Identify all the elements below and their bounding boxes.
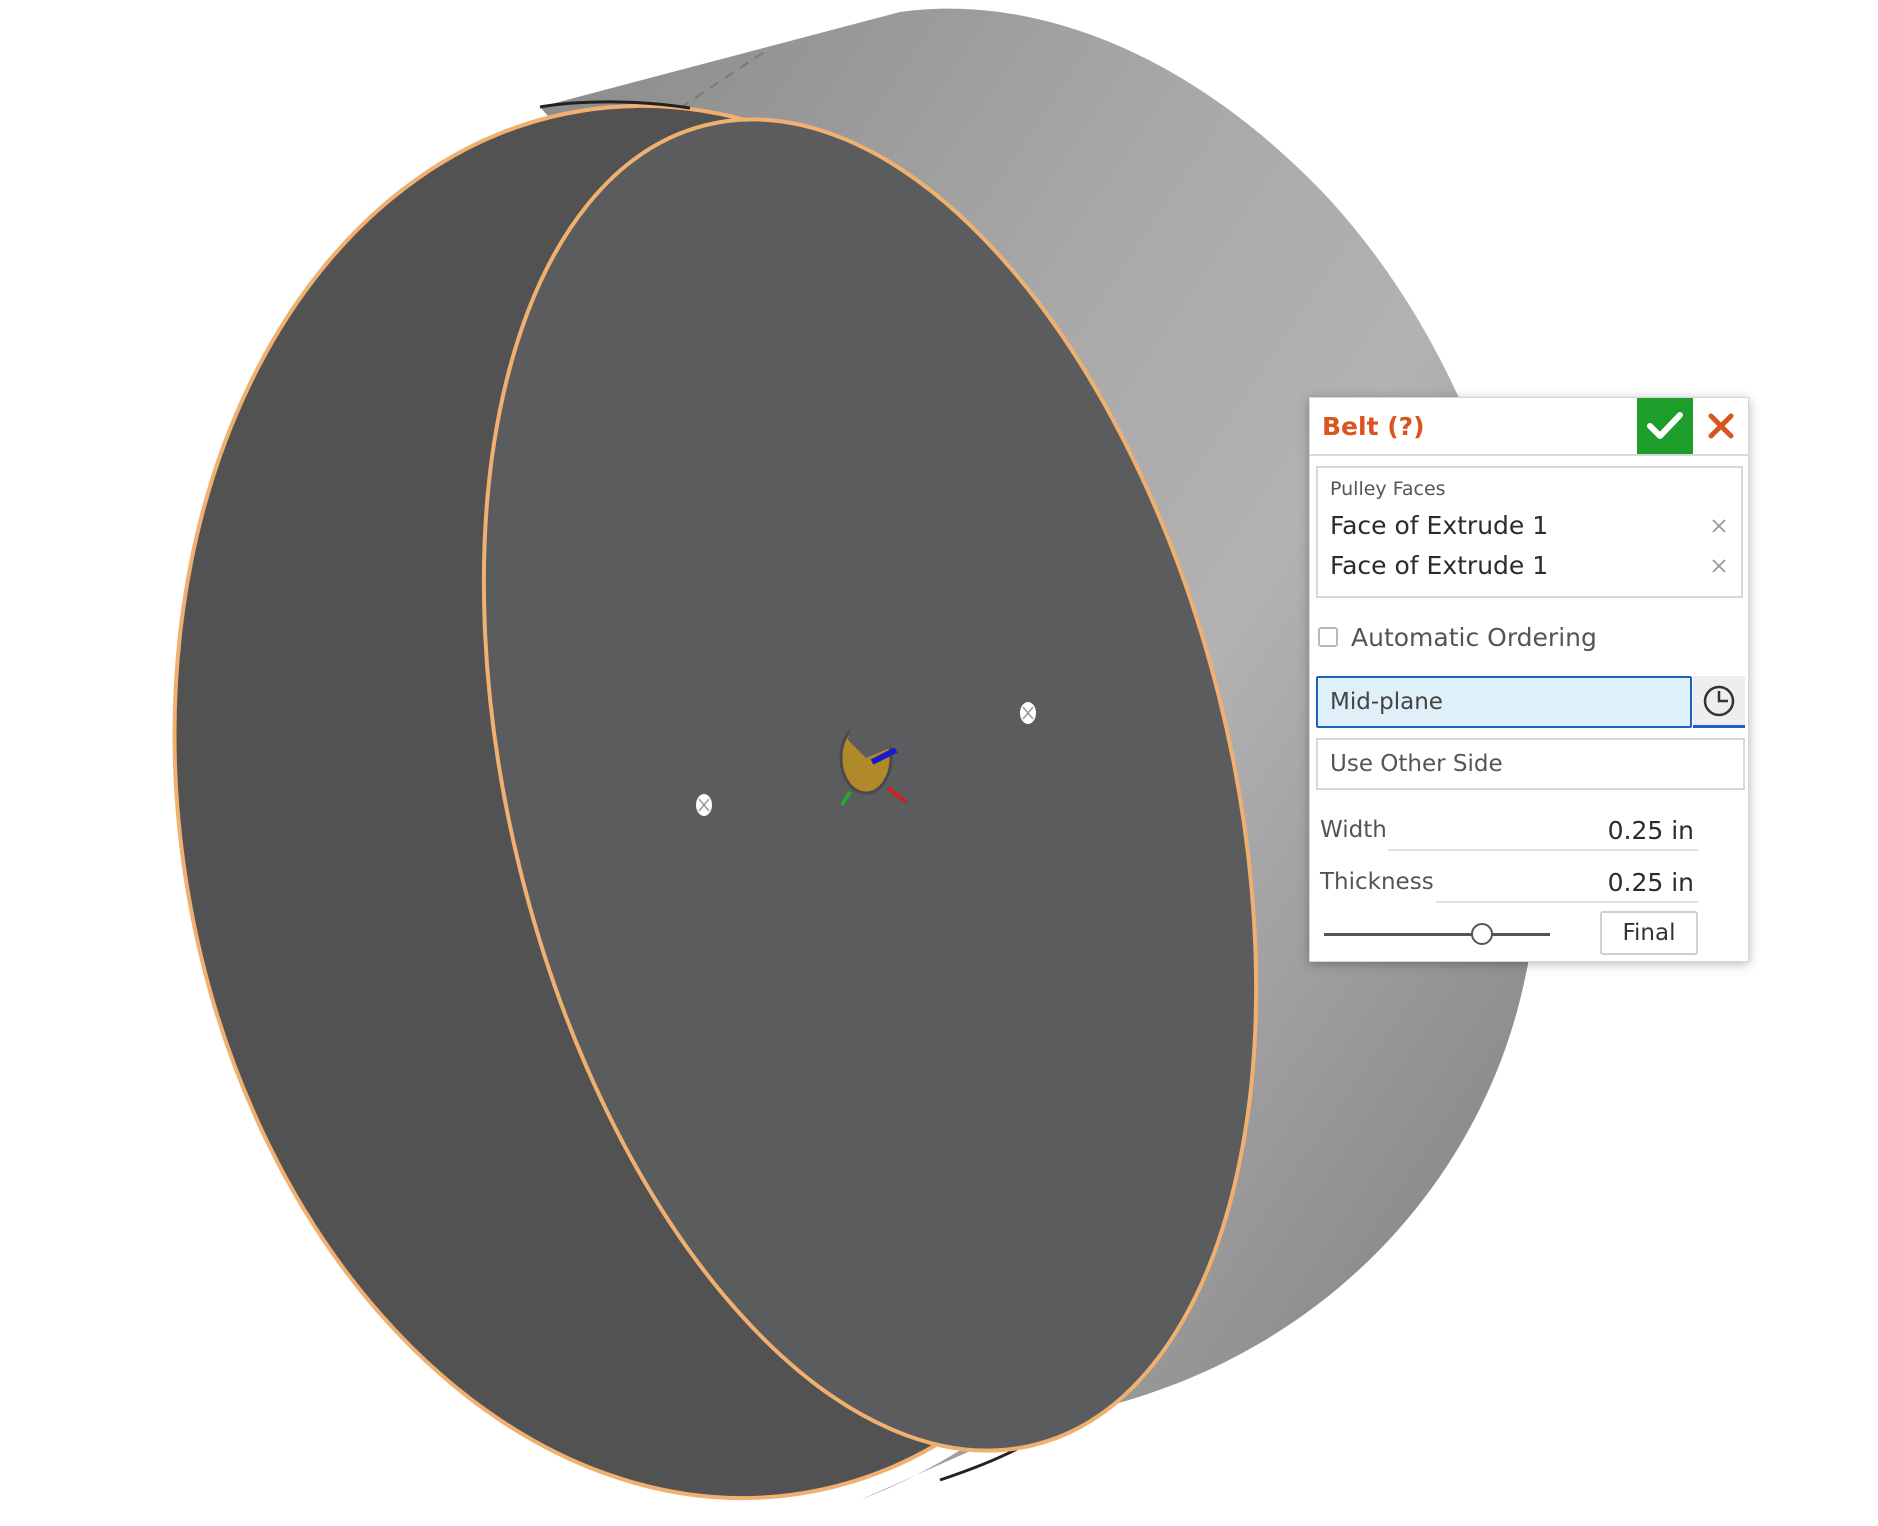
list-item[interactable]: Face of Extrude 1: [1330, 508, 1729, 544]
thickness-label: Thickness: [1320, 869, 1434, 895]
list-item[interactable]: Face of Extrude 1: [1330, 548, 1729, 584]
pulley-faces-label: Pulley Faces: [1330, 478, 1446, 500]
hidden-edge: [679, 47, 771, 109]
width-label: Width: [1320, 817, 1387, 843]
face-item-label: Face of Extrude 1: [1330, 551, 1549, 580]
width-input[interactable]: 0.25 in: [1388, 813, 1698, 851]
remove-icon[interactable]: [1709, 516, 1729, 536]
width-parameter: Width 0.25 in: [1320, 813, 1698, 853]
other-side-value: Use Other Side: [1330, 751, 1503, 777]
clock-icon: [1703, 685, 1735, 716]
rollback-slider-track[interactable]: [1324, 933, 1550, 936]
checkmark-icon: [1647, 412, 1683, 439]
clock-button[interactable]: [1693, 676, 1745, 728]
automatic-ordering-checkbox[interactable]: [1318, 627, 1338, 647]
dialog-header: Belt (?): [1310, 398, 1748, 456]
face-item-label: Face of Extrude 1: [1330, 511, 1549, 540]
selection-point[interactable]: [696, 794, 712, 816]
pulley-faces-list[interactable]: Pulley Faces Face of Extrude 1 Face of E…: [1316, 466, 1743, 598]
dialog-title[interactable]: Belt (?): [1322, 412, 1425, 441]
accept-button[interactable]: [1637, 398, 1693, 454]
other-side-dropdown[interactable]: Use Other Side: [1316, 738, 1745, 790]
mate-connector-icon[interactable]: [839, 714, 908, 807]
end-type-value: Mid-plane: [1330, 689, 1443, 715]
thickness-input[interactable]: 0.25 in: [1436, 865, 1698, 903]
selection-point[interactable]: [1020, 702, 1036, 724]
automatic-ordering-label[interactable]: Automatic Ordering: [1351, 623, 1597, 652]
end-type-dropdown[interactable]: Mid-plane: [1316, 676, 1692, 728]
close-icon: [1708, 413, 1734, 439]
thickness-parameter: Thickness 0.25 in: [1320, 865, 1698, 905]
rollback-slider-thumb[interactable]: [1471, 923, 1494, 945]
final-button[interactable]: Final: [1600, 911, 1698, 955]
cancel-button[interactable]: [1693, 398, 1749, 454]
remove-icon[interactable]: [1709, 556, 1729, 576]
belt-feature-dialog: Belt (?) Pulley Faces Face of Extrude 1 …: [1309, 397, 1749, 962]
silhouette-edge-top: [539, 100, 691, 110]
